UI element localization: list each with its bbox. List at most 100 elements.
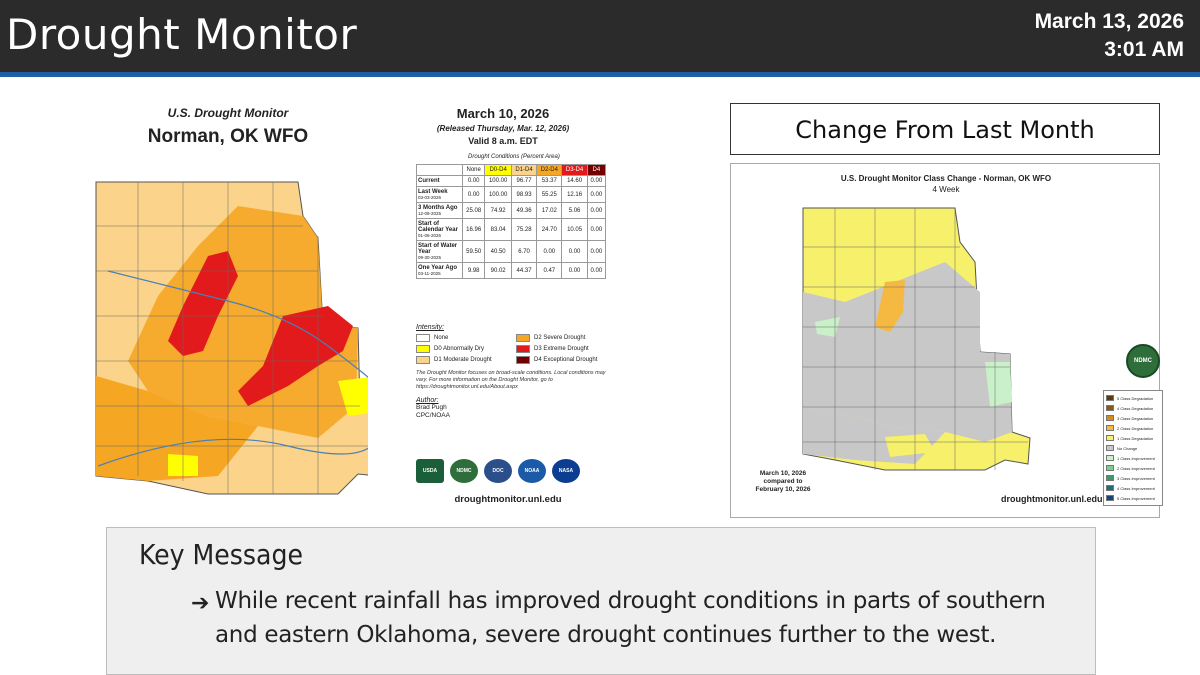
- table-header-cell: D1-D4: [510, 164, 538, 176]
- change-legend-swatch: [1106, 405, 1114, 411]
- table-cell: 0.00: [586, 240, 607, 263]
- row-label-text: One Year Ago: [418, 265, 458, 271]
- doc-logo: DOC: [484, 459, 512, 483]
- change-legend-label: No Change: [1117, 445, 1138, 451]
- compare-date-current: March 10, 2026: [759, 470, 807, 477]
- change-legend-label: 5 Class Improvement: [1117, 495, 1155, 501]
- table-cell: 49.36: [510, 202, 538, 219]
- table-row-label: Start of Calendar Year 01-06-2026: [416, 218, 463, 241]
- legend-label: D4 Exceptional Drought: [534, 357, 598, 363]
- legend-note: The Drought Monitor focuses on broad-sca…: [416, 370, 606, 390]
- legend-item: D2 Severe Drought: [516, 334, 616, 342]
- change-legend-swatch: [1106, 435, 1114, 441]
- table-cell: 9.98: [461, 262, 486, 279]
- row-label-date: 01-06-2026: [418, 233, 442, 238]
- table-cell: 0.00: [561, 240, 588, 263]
- change-legend-label: 5 Class Degradation: [1117, 395, 1154, 401]
- change-legend-label: 2 Class Improvement: [1117, 465, 1155, 471]
- table-cell: 100.00: [484, 175, 512, 187]
- nasa-logo: NASA: [552, 459, 580, 483]
- table-row: Start of Calendar Year 01-06-2026 16.96 83.…: [416, 218, 607, 241]
- arrow-bullet-icon: ➔: [191, 590, 210, 615]
- header-date: March 13, 2026: [1034, 10, 1184, 33]
- change-title-box: Change From Last Month: [730, 103, 1160, 155]
- table-row: 3 Months Ago 12-09-2025 25.08 74.92 49.36 17.…: [416, 202, 607, 219]
- change-legend-swatch: [1106, 425, 1114, 431]
- legend-heading: Intensity:: [416, 324, 445, 331]
- table-cell: 0.00: [461, 186, 486, 203]
- change-legend-item: 1 Class Improvement: [1106, 453, 1160, 463]
- ndmc-logo: NDMC: [450, 459, 478, 483]
- table-cell: 83.04: [484, 218, 512, 241]
- table-row-label: Start of Water Year 09-30-2025: [416, 240, 463, 263]
- legend-label: D3 Extreme Drought: [534, 346, 589, 352]
- change-map-panel: U.S. Drought Monitor Class Change - Norm…: [730, 163, 1163, 518]
- change-legend-swatch: [1106, 495, 1114, 501]
- change-legend-label: 1 Class Degradation: [1117, 435, 1154, 441]
- change-title: Change From Last Month: [795, 116, 1095, 144]
- change-legend-swatch: [1106, 455, 1114, 461]
- legend-item: D1 Moderate Drought: [416, 356, 516, 364]
- change-legend-item: 2 Class Degradation: [1106, 423, 1160, 433]
- legend-item: D0 Abnormally Dry: [416, 345, 516, 353]
- legend-swatch: [516, 356, 530, 364]
- table-cell: 100.00: [484, 186, 512, 203]
- table-header-cell: D2-D4: [536, 164, 563, 176]
- table-cell: 14.60: [561, 175, 588, 187]
- table-header-row: None D0-D4 D1-D4 D2-D4 D3-D4 D4: [416, 164, 607, 176]
- table-header-cell: [416, 164, 463, 176]
- table-header-cell: D0-D4: [484, 164, 512, 176]
- row-label-date: 09-30-2025: [418, 255, 442, 260]
- legend-label: None: [434, 335, 449, 341]
- row-label-text: Current: [418, 178, 440, 184]
- change-legend-swatch: [1106, 445, 1114, 451]
- usdm-released: (Released Thursday, Mar. 12, 2026): [436, 124, 570, 133]
- change-legend-swatch: [1106, 395, 1114, 401]
- table-row: Start of Water Year 09-30-2025 59.50 40.50 6…: [416, 240, 607, 263]
- table-row: Current 0.00 100.00 96.77 53.37 14.60 0.00: [416, 175, 607, 187]
- change-map-title: U.S. Drought Monitor Class Change - Norm…: [840, 174, 1052, 183]
- class-change-map: [802, 207, 1031, 471]
- usdm-map-date: March 10, 2026: [456, 106, 550, 121]
- usdm-valid: Valid 8 a.m. EDT: [468, 136, 538, 146]
- legend-label: D1 Moderate Drought: [434, 357, 492, 363]
- change-legend-label: 3 Class Degradation: [1117, 415, 1154, 421]
- change-url: droughtmonitor.unl.edu: [1001, 494, 1103, 504]
- table-cell: 98.93: [510, 186, 538, 203]
- change-legend-swatch: [1106, 465, 1114, 471]
- table-cell: 0.00: [561, 262, 588, 279]
- legend-swatch: [516, 345, 530, 353]
- change-legend-item: 5 Class Improvement: [1106, 493, 1160, 503]
- change-legend-label: 1 Class Improvement: [1117, 455, 1155, 461]
- legend-item: None: [416, 334, 516, 342]
- legend-label: D2 Severe Drought: [534, 335, 586, 341]
- table-cell: 59.50: [461, 240, 486, 263]
- row-label-date: 03-11-2025: [418, 271, 441, 276]
- change-legend-item: No Change: [1106, 443, 1160, 453]
- table-cell: 25.08: [461, 202, 486, 219]
- table-cell: 24.70: [536, 218, 563, 241]
- table-cell: 90.02: [484, 262, 512, 279]
- change-legend-item: 1 Class Degradation: [1106, 433, 1160, 443]
- table-cell: 0.00: [586, 202, 607, 219]
- row-label-text: 3 Months Ago: [418, 205, 458, 211]
- row-label-date: 12-09-2025: [418, 211, 442, 216]
- change-legend-swatch: [1106, 475, 1114, 481]
- table-cell: 40.50: [484, 240, 512, 263]
- usda-logo: USDA: [416, 459, 444, 483]
- table-cell: 10.05: [561, 218, 588, 241]
- table-cell: 0.00: [586, 262, 607, 279]
- table-cell: 16.96: [461, 218, 486, 241]
- table-row: Last Week 03-03-2026 0.00 100.00 98.93 55.25 1…: [416, 186, 607, 203]
- compare-date-previous: February 10, 2026: [755, 486, 811, 493]
- row-label-text: Start of Water Year: [418, 243, 458, 255]
- usdm-title: U.S. Drought Monitor: [167, 106, 289, 120]
- table-row-label: One Year Ago 03-11-2025: [416, 262, 463, 279]
- legend-item: D3 Extreme Drought: [516, 345, 616, 353]
- change-compare: March 10, 2026 compared to February 10, …: [743, 470, 823, 494]
- table-cell: 6.70: [510, 240, 538, 263]
- row-label-date: 03-03-2026: [418, 195, 442, 200]
- key-message-text: While recent rainfall has improved droug…: [215, 588, 1046, 648]
- change-legend-item: 2 Class Improvement: [1106, 463, 1160, 473]
